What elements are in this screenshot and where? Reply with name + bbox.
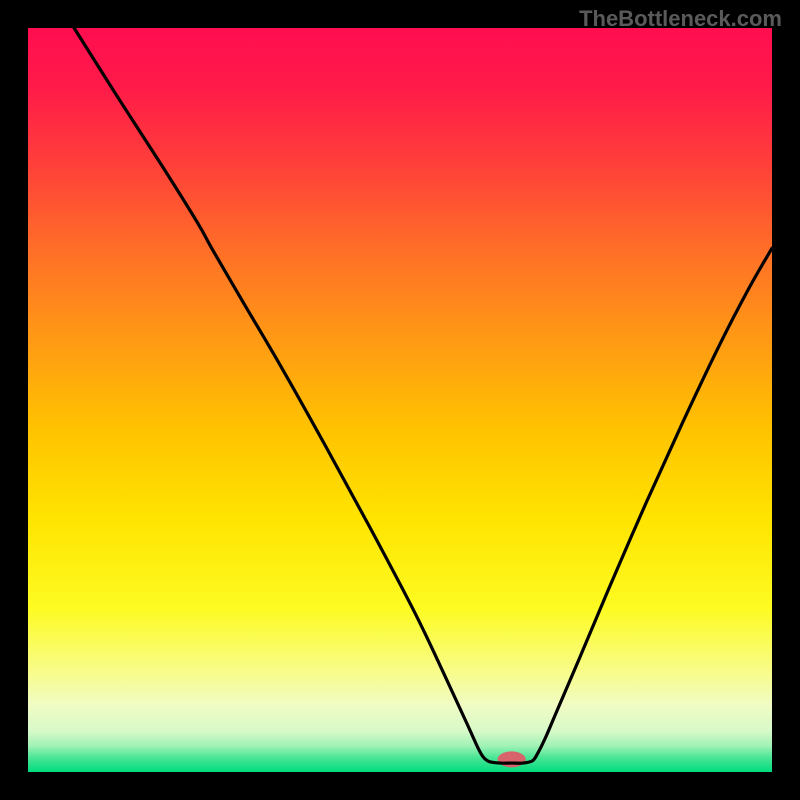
bottleneck-chart: [0, 0, 800, 800]
watermark-text: TheBottleneck.com: [579, 6, 782, 32]
optimal-marker: [498, 751, 526, 767]
chart-svg: [0, 0, 800, 800]
